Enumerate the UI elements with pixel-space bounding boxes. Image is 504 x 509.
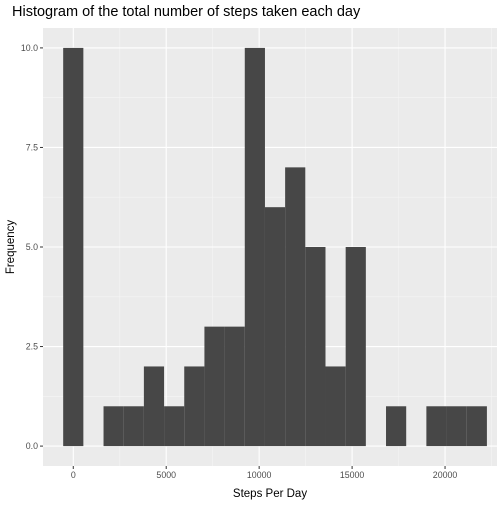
y-tick-label: 10.0 [21,43,38,53]
histogram-bar [143,366,165,447]
y-tick-label: 0.0 [26,441,38,451]
histogram-bar [285,167,306,447]
x-tick-label: 10000 [247,470,272,480]
histogram-bar [345,247,366,447]
histogram-bar [386,406,407,447]
histogram-bar [244,47,265,447]
x-axis-ticks: 0 5000 10000 15000 20000 [71,466,458,480]
y-axis-title: Frequency [5,220,17,275]
histogram-bar [446,406,467,447]
histogram-bar [264,207,286,447]
y-tick-label: 5.0 [26,242,38,252]
y-axis-ticks: 0.0 2.5 5.0 7.5 10.0 [21,43,43,451]
histogram-bar [63,47,84,447]
histogram-bar [466,406,487,447]
histogram-bar [164,406,185,447]
x-tick-label: 15000 [340,470,365,480]
y-tick-label: 7.5 [26,142,38,152]
histogram-bar [305,247,326,447]
histogram-bar [123,406,144,447]
histogram-bar [224,326,245,447]
histogram-bar [426,406,447,447]
y-tick-label: 2.5 [26,342,38,352]
histogram-bar [204,326,225,447]
histogram-bar [184,366,205,447]
x-tick-label: 20000 [433,470,458,480]
x-tick-label: 5000 [156,470,176,480]
x-tick-label: 0 [71,470,76,480]
histogram-bar [325,366,346,447]
x-axis-title: Steps Per Day [233,488,307,500]
histogram-bars [63,47,487,447]
histogram-bar [103,406,124,447]
chart-title: Histogram of the total number of steps t… [12,4,361,20]
